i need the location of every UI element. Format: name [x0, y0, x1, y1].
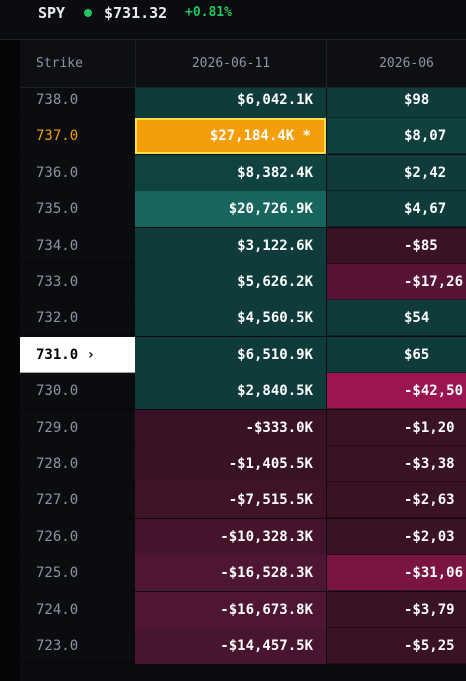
side-strip: [0, 40, 20, 681]
strike: 727.0: [20, 482, 135, 519]
column-header[interactable]: 2026-06: [326, 40, 466, 88]
value-cell[interactable]: $3,122.6K: [135, 227, 326, 264]
strike: 738.0: [20, 82, 135, 118]
value-cell[interactable]: -$5,25: [326, 628, 466, 664]
value-cell[interactable]: -$16,528.3K: [135, 555, 326, 592]
value-cell[interactable]: $6,510.9K: [135, 336, 326, 373]
value-cell[interactable]: $20,726.9K: [135, 191, 326, 228]
symbol: SPY: [38, 4, 66, 22]
strike[interactable]: 731.0 ›: [20, 336, 135, 373]
column-header: Strike: [20, 40, 135, 88]
strike: 728.0: [20, 446, 135, 482]
value-cell[interactable]: $2,840.5K: [135, 373, 326, 410]
value-cell[interactable]: -$1,405.5K: [135, 446, 326, 482]
strike: 735.0: [20, 191, 135, 228]
strike: 725.0: [20, 555, 135, 592]
value-cell[interactable]: -$7,515.5K: [135, 482, 326, 519]
value-cell[interactable]: -$3,38: [326, 446, 466, 482]
options-grid: Strike 2026-06-11 2026-06 738.0 $6,042.1K $98…: [20, 40, 466, 681]
strike: 733.0: [20, 264, 135, 300]
value-cell[interactable]: $8,07: [326, 118, 466, 155]
strike: 729.0: [20, 409, 135, 446]
value-cell[interactable]: -$10,328.3K: [135, 518, 326, 555]
value-cell[interactable]: $54: [326, 300, 466, 337]
strike: 724.0: [20, 591, 135, 628]
status-dot: [84, 9, 92, 17]
value-cell[interactable]: $8,382.4K: [135, 154, 326, 191]
value-cell[interactable]: -$16,673.8K: [135, 591, 326, 628]
value-cell[interactable]: $65: [326, 336, 466, 373]
column-header[interactable]: 2026-06-11: [135, 40, 326, 88]
strike: 737.0: [20, 118, 135, 155]
strike: 736.0: [20, 154, 135, 191]
change: +0.81%: [185, 5, 232, 20]
strike: 723.0: [20, 628, 135, 664]
strike: 734.0: [20, 227, 135, 264]
value-cell[interactable]: -$1,20: [326, 409, 466, 446]
strike: 726.0: [20, 518, 135, 555]
value-cell[interactable]: -$85: [326, 227, 466, 264]
ticker-bar: SPY $731.32 +0.81%: [0, 0, 466, 40]
value-cell[interactable]: $5,626.2K: [135, 264, 326, 300]
value-cell[interactable]: $2,42: [326, 154, 466, 191]
value-cell[interactable]: -$14,457.5K: [135, 628, 326, 664]
strike: 732.0: [20, 300, 135, 337]
value-cell[interactable]: $6,042.1K: [135, 82, 326, 118]
value-cell[interactable]: $4,560.5K: [135, 300, 326, 337]
strike: 730.0: [20, 373, 135, 410]
value-cell[interactable]: -$17,26: [326, 264, 466, 300]
value-cell[interactable]: $27,184.4K *: [135, 118, 326, 155]
value-cell[interactable]: -$3,79: [326, 591, 466, 628]
value-cell[interactable]: -$333.0K: [135, 409, 326, 446]
value-cell[interactable]: -$2,63: [326, 482, 466, 519]
value-cell[interactable]: -$31,06: [326, 555, 466, 592]
value-cell[interactable]: $4,67: [326, 191, 466, 228]
value-cell[interactable]: -$2,03: [326, 518, 466, 555]
value-cell[interactable]: $98: [326, 82, 466, 118]
value-cell[interactable]: -$42,50: [326, 373, 466, 410]
price: $731.32: [104, 4, 168, 22]
